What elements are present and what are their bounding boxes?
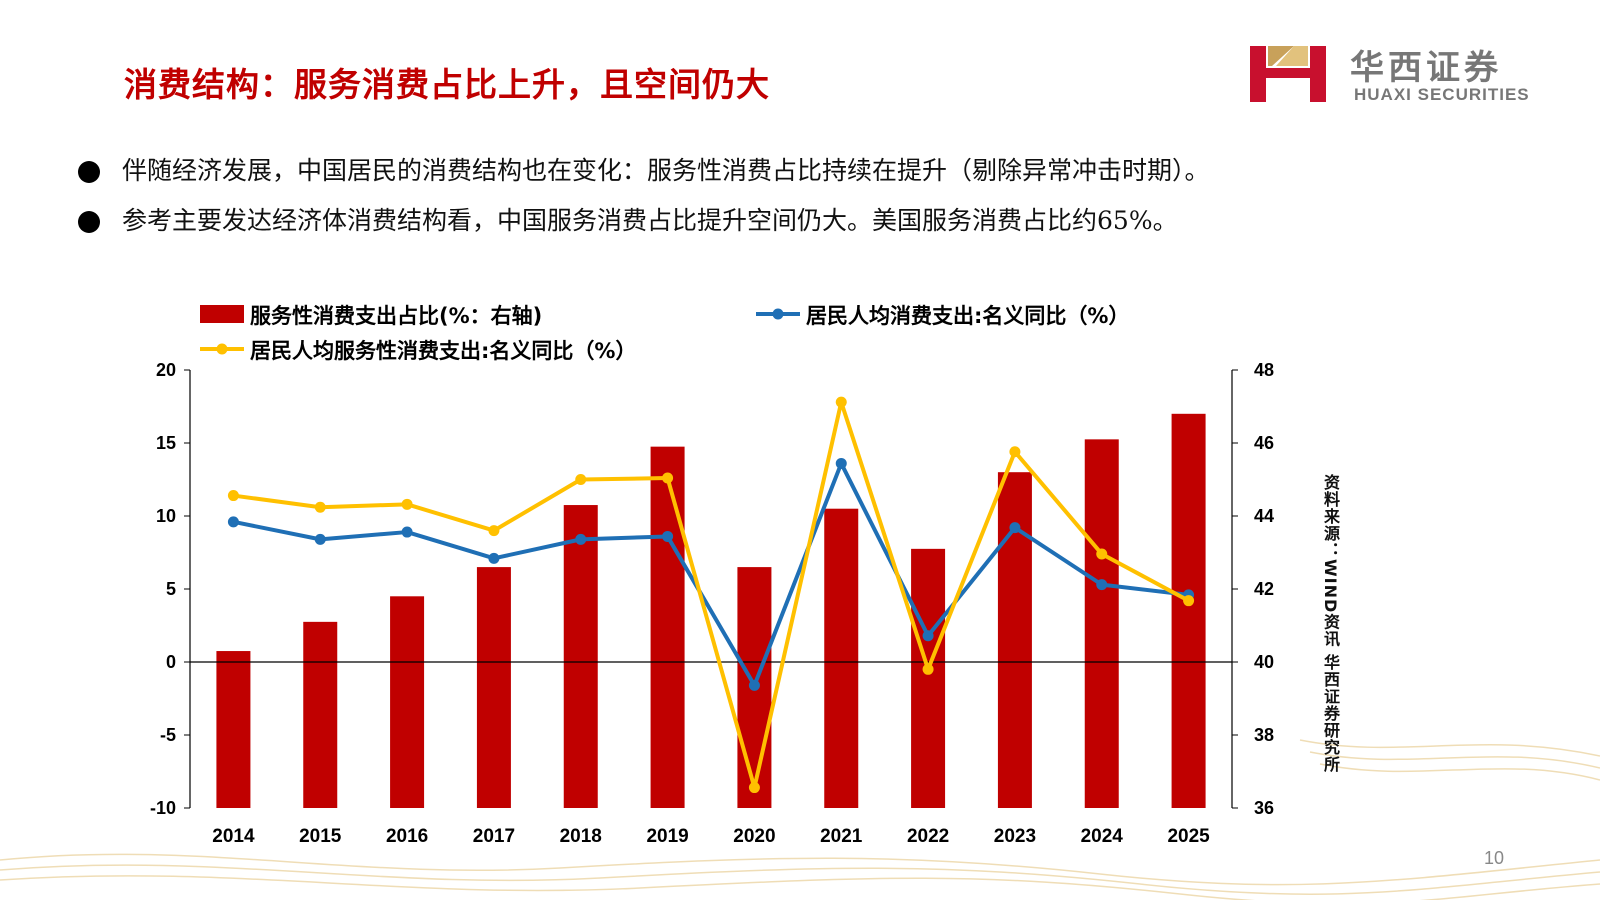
- series-point: [1009, 446, 1021, 458]
- legend-label: 服务性消费支出占比(%：右轴): [250, 304, 542, 328]
- series-point: [922, 663, 934, 675]
- series-point: [488, 525, 500, 537]
- legend-label: 居民人均消费支出:名义同比（%）: [806, 304, 1129, 328]
- chart-bar: [303, 621, 338, 808]
- right-axis-tick-label: 42: [1254, 579, 1274, 599]
- x-axis-tick-label: 2022: [907, 826, 949, 847]
- right-axis-tick-label: 44: [1254, 506, 1274, 526]
- left-axis-tick-label: 5: [166, 579, 176, 599]
- page-number: 10: [1484, 848, 1505, 868]
- left-axis-tick-label: -10: [150, 798, 176, 818]
- right-axis-tick-label: 46: [1254, 433, 1274, 453]
- x-axis-tick-label: 2021: [820, 826, 863, 847]
- decorative-wave: [0, 864, 1600, 895]
- logo-name-cn: 华西证券: [1350, 48, 1502, 88]
- right-axis-tick-label: 48: [1254, 360, 1274, 380]
- right-axis-tick-label: 38: [1254, 725, 1274, 745]
- left-axis-tick-label: 20: [156, 360, 176, 380]
- chart-bar: [911, 548, 946, 808]
- series-point: [835, 396, 847, 408]
- series-point: [922, 630, 934, 642]
- series-point: [401, 498, 413, 510]
- decorative-wave: [1299, 739, 1600, 757]
- series-line: [233, 400, 1190, 790]
- right-axis-tick-label: 36: [1254, 798, 1274, 818]
- left-axis-tick-label: 10: [156, 506, 176, 526]
- left-axis-tick-label: 0: [166, 652, 176, 672]
- decorative-wave: [1309, 751, 1600, 769]
- series-point: [1096, 579, 1108, 591]
- right-axis-tick-label: 40: [1254, 652, 1274, 672]
- company-logo: 华西证券 HUAXI SECURITIES: [1250, 40, 1570, 106]
- series-point: [1183, 595, 1195, 607]
- series-point: [662, 472, 674, 484]
- series-point: [1009, 522, 1021, 534]
- bullet-item: 参考主要发达经济体消费结构看，中国服务消费占比提升空间仍大。美国服务消费占比约6…: [72, 198, 1572, 248]
- left-axis-tick-label: 15: [156, 433, 176, 453]
- x-axis-tick-label: 2014: [212, 826, 255, 847]
- chart-bar: [390, 596, 425, 808]
- series-point: [314, 501, 326, 513]
- legend-bar-swatch: [200, 305, 244, 323]
- chart-bar: [563, 505, 598, 808]
- chart-bar: [216, 651, 251, 808]
- bullet-text: 参考主要发达经济体消费结构看，中国服务消费占比提升空间仍大。美国服务消费占比约6…: [122, 206, 1178, 235]
- bullet-text: 伴随经济发展，中国居民的消费结构也在变化：服务性消费占比持续在提升（剔除异常冲击…: [122, 156, 1210, 185]
- series-point: [662, 530, 674, 542]
- slide-title: 消费结构：服务消费占比上升，且空间仍大: [124, 65, 770, 104]
- source-note: 资料来源：WIND资讯 华西证券研究所: [1321, 474, 1340, 773]
- legend-marker: [216, 343, 228, 355]
- decorative-wave: [0, 875, 1600, 900]
- bullet-dot-icon: [78, 161, 100, 183]
- x-axis-tick-label: 2019: [646, 826, 688, 847]
- series-point: [227, 490, 239, 502]
- series-point: [835, 457, 847, 469]
- chart-bar: [650, 446, 685, 808]
- bullet-dot-icon: [78, 211, 100, 233]
- chart-bar: [824, 508, 859, 808]
- x-axis-tick-label: 2020: [733, 826, 775, 847]
- series-point: [227, 516, 239, 528]
- x-axis-tick-label: 2016: [386, 826, 428, 847]
- chart-bar: [1084, 439, 1119, 808]
- series-point: [1096, 548, 1108, 560]
- decorative-wave: [0, 853, 1600, 886]
- x-axis-tick-label: 2024: [1081, 826, 1124, 847]
- series-point: [488, 552, 500, 564]
- legend-label: 居民人均服务性消费支出:名义同比（%）: [250, 339, 636, 363]
- x-axis-tick-label: 2025: [1167, 826, 1210, 847]
- series-point: [575, 474, 587, 485]
- series-point: [314, 533, 326, 545]
- x-axis-tick-label: 2015: [299, 826, 342, 847]
- chart-bar: [476, 567, 511, 808]
- left-axis-tick-label: -5: [160, 725, 176, 745]
- bullet-item: 伴随经济发展，中国居民的消费结构也在变化：服务性消费占比持续在提升（剔除异常冲击…: [72, 148, 1572, 198]
- x-axis-tick-label: 2017: [473, 826, 515, 847]
- series-line: [233, 461, 1189, 688]
- huaxi-logo-icon: [1250, 46, 1326, 102]
- series-point: [748, 679, 760, 691]
- legend-marker: [772, 308, 784, 320]
- bullet-list: 伴随经济发展，中国居民的消费结构也在变化：服务性消费占比持续在提升（剔除异常冲击…: [72, 148, 1572, 248]
- series-point: [401, 526, 413, 538]
- chart-bar: [1171, 413, 1206, 808]
- decorative-wave: [1319, 763, 1600, 781]
- series-point: [748, 782, 760, 794]
- series-point: [575, 533, 587, 545]
- x-axis-tick-label: 2023: [994, 826, 1036, 847]
- logo-name-en: HUAXI SECURITIES: [1354, 85, 1530, 104]
- x-axis-tick-label: 2018: [560, 826, 602, 847]
